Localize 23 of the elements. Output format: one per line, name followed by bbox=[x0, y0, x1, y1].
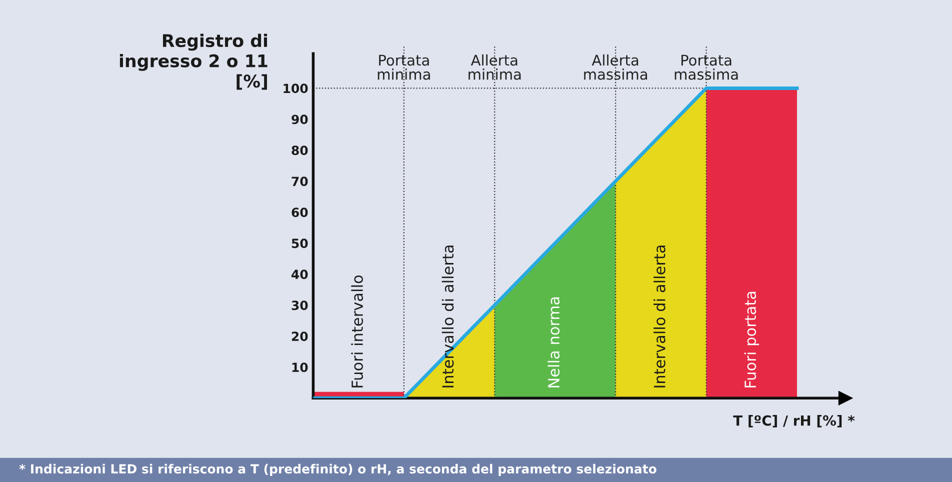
y-axis-title: Registro di ingresso 2 o 11 [%] bbox=[120, 34, 268, 90]
y-tick-label: 80 bbox=[292, 146, 308, 156]
x-tick-label: Portata minima bbox=[378, 54, 430, 80]
y-tick-label: 20 bbox=[292, 332, 308, 342]
y-tick-label: 40 bbox=[292, 270, 308, 280]
y-tick-label: 50 bbox=[292, 238, 308, 248]
series-label: Nella norma bbox=[548, 297, 560, 388]
text: Intervallo di allerta bbox=[442, 246, 454, 388]
x-axis-title: T [ºC] / rH [%] * bbox=[733, 415, 855, 428]
y-tick-label: 10 bbox=[292, 362, 308, 372]
series-label: Intervallo di allerta bbox=[654, 246, 666, 388]
text: * Indicazioni LED si riferiscono a T (predefinito) o rH, a seconda del parametro selezionato bbox=[19, 464, 656, 476]
series-label: Fuori portata bbox=[744, 292, 760, 388]
y-tick-label: 90 bbox=[292, 114, 308, 124]
x-tick-label: Portata massima bbox=[674, 54, 738, 80]
y-tick-label: 100 bbox=[284, 84, 308, 94]
y-tick-label: 60 bbox=[292, 208, 308, 218]
y-tick-label: 70 bbox=[292, 176, 308, 186]
text: Fuori intervallo bbox=[351, 275, 363, 388]
x-tick-label: Allerta minima bbox=[468, 54, 521, 80]
x-tick-label: Allerta massima bbox=[584, 54, 648, 80]
line-series bbox=[313, 86, 799, 398]
y-tick-label: 30 bbox=[292, 300, 308, 310]
